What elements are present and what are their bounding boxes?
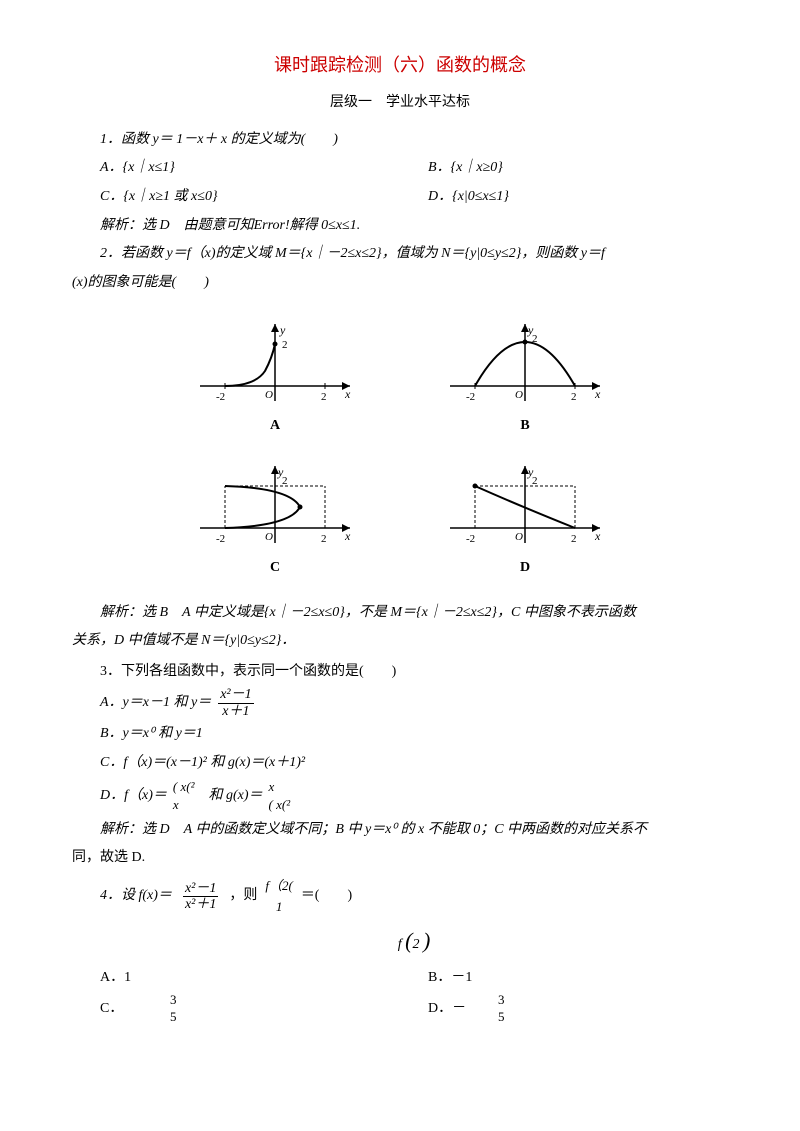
figure-a-label: A xyxy=(180,413,370,440)
svg-text:O: O xyxy=(265,531,273,543)
q4-opt-d: D．－ 35 xyxy=(400,992,728,1026)
q1-opts-row1: A．{x｜x≤1} B．{x｜x≥0} xyxy=(72,155,728,182)
q3-opt-b: B．y＝x⁰ 和 y＝1 xyxy=(72,721,728,748)
q4-opt-a: A．1 xyxy=(72,965,400,992)
q2-stem2: (x)的图象可能是( ) xyxy=(72,270,728,297)
figure-d: y x O -2 2 2 D xyxy=(430,458,620,582)
svg-text:2: 2 xyxy=(321,533,327,545)
q4-stem: 4．设 f(x)＝ x²－1 x²＋1 ，则 f（2( 1 ＝( ) xyxy=(100,878,728,916)
svg-text:x: x xyxy=(344,529,351,543)
q3-ans2: 同，故选 D. xyxy=(72,845,728,872)
q1-answer: 解析：选 D 由题意可知Error!解得 0≤x≤1. xyxy=(72,213,728,240)
q4-opt-b: B．－1 xyxy=(400,965,728,992)
q3-ans1: 解析：选 D A 中的函数定义域不同；B 中 y＝x⁰ 的 x 不能取 0；C … xyxy=(72,817,728,844)
q4-extra-line: f (2 ) xyxy=(100,920,728,962)
svg-text:x: x xyxy=(594,387,601,401)
figure-b-label: B xyxy=(430,413,620,440)
q1-opt-c: C．{x｜x≥1 或 x≤0} xyxy=(100,189,218,204)
q3-opt-c: C．f（x)＝(x－1)² 和 g(x)＝(x＋1)² xyxy=(72,750,728,777)
svg-text:-2: -2 xyxy=(216,533,225,545)
q2-stem1: 2．若函数 y＝f（x)的定义域 M＝{x｜－2≤x≤2}，值域为 N＝{y|0… xyxy=(72,241,728,268)
figure-c: y x O -2 2 2 C xyxy=(180,458,370,582)
q1-opts-row2: C．{x｜x≥1 或 x≤0} D．{x|0≤x≤1} xyxy=(72,184,728,211)
svg-text:2: 2 xyxy=(321,391,327,403)
q4-opts-ab: A．1 B．－1 xyxy=(72,965,728,992)
svg-text:2: 2 xyxy=(571,533,577,545)
svg-text:x: x xyxy=(344,387,351,401)
q3-stem: 3．下列各组函数中，表示同一个函数的是( ) xyxy=(72,659,728,686)
svg-text:-2: -2 xyxy=(466,391,475,403)
svg-text:y: y xyxy=(279,323,286,337)
svg-text:-2: -2 xyxy=(216,391,225,403)
q1-stem: 1．函数 y＝ 1－x＋ x 的定义域为( ) xyxy=(72,127,728,154)
svg-text:O: O xyxy=(515,389,523,401)
page-subtitle: 层级一 学业水平达标 xyxy=(72,90,728,117)
svg-text:2: 2 xyxy=(282,475,288,487)
q1-opt-b: B．{x｜x≥0} xyxy=(428,160,503,175)
figure-b: y x O -2 2 2 B xyxy=(430,316,620,440)
q4-opts-cd: C． 35 D．－ 35 xyxy=(72,992,728,1026)
q4-opt-c: C． 35 xyxy=(72,992,400,1026)
svg-text:2: 2 xyxy=(532,475,538,487)
q3-opt-a: A．y＝x－1 和 y＝ x²－1 x＋1 xyxy=(100,687,728,719)
page-title: 课时跟踪检测（六）函数的概念 xyxy=(72,48,728,82)
svg-text:O: O xyxy=(515,531,523,543)
q2-figures: y x O -2 2 2 A y x O -2 2 2 xyxy=(180,316,620,581)
figure-a: y x O -2 2 2 A xyxy=(180,316,370,440)
svg-text:2: 2 xyxy=(571,391,577,403)
q2-ans2: 关系，D 中值域不是 N＝{y|0≤y≤2}． xyxy=(72,628,728,655)
q2-ans1: 解析：选 B A 中定义域是{x｜－2≤x≤0}，不是 M＝{x｜－2≤x≤2}… xyxy=(72,600,728,627)
svg-text:2: 2 xyxy=(282,339,288,351)
svg-text:x: x xyxy=(594,529,601,543)
q1-opt-d: D．{x|0≤x≤1} xyxy=(428,189,509,204)
svg-text:-2: -2 xyxy=(466,533,475,545)
figure-d-label: D xyxy=(430,555,620,582)
q3-opt-d: D．f（x)＝ ( x(² x 和 g(x)＝ x ( x(² xyxy=(100,778,728,814)
svg-text:O: O xyxy=(265,389,273,401)
q1-opt-a: A．{x｜x≤1} xyxy=(100,160,175,175)
figure-c-label: C xyxy=(180,555,370,582)
